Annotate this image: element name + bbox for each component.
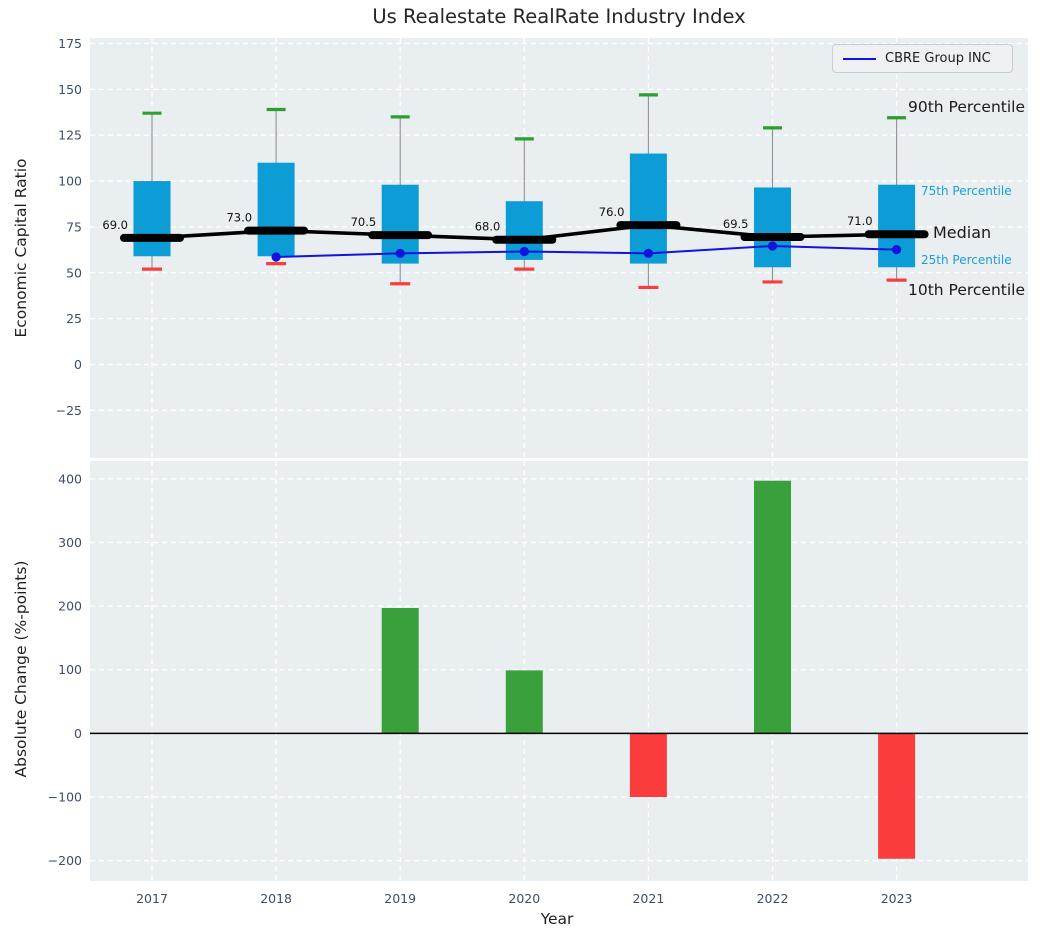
legend-line-sample: [843, 57, 876, 60]
median-value-label: 76.0: [599, 205, 625, 219]
y-tick-label: 125: [58, 128, 82, 143]
x-tick-label: 2018: [260, 891, 292, 906]
y-tick-label: 300: [58, 535, 82, 550]
company-point: [892, 245, 902, 255]
y-tick-label: 25: [66, 311, 82, 326]
legend: CBRE Group INC: [832, 44, 1013, 73]
x-tick-label: 2019: [384, 891, 416, 906]
x-tick-label: 2023: [881, 891, 913, 906]
median-value-label: 70.5: [351, 215, 377, 229]
y-tick-label: 0: [74, 357, 82, 372]
median-value-label: 71.0: [847, 214, 873, 228]
company-line: [276, 244, 897, 258]
median-value-label: 73.0: [226, 211, 252, 225]
y-tick-label: 175: [58, 36, 82, 51]
y-tick-label: 150: [58, 82, 82, 97]
y-tick-label: 0: [74, 726, 82, 741]
company-point: [643, 248, 654, 258]
annotation-median: Median: [933, 223, 992, 242]
top-y-axis-label: Economic Capital Ratio: [12, 158, 30, 338]
change-bar-positive: [505, 670, 543, 734]
annotation-90th-percentile: 90th Percentile: [908, 98, 1026, 116]
company-point: [767, 241, 778, 251]
panel-background: [90, 461, 1028, 881]
company-point: [271, 252, 281, 262]
x-tick-label: 2022: [757, 891, 789, 906]
top-panel: 175 150 125 100 75 50 25 0 −25 69.0 73.0 70.5 68.0 76…: [56, 36, 1028, 458]
y-tick-label: 400: [58, 471, 82, 486]
y-tick-label: 75: [66, 219, 82, 234]
median-value-label: 69.0: [102, 218, 128, 232]
y-tick-label: 200: [58, 599, 82, 614]
x-tick-label: 2020: [508, 891, 540, 906]
box-iqr: [878, 184, 916, 268]
y-tick-label: 50: [66, 265, 82, 280]
y-tick-label: −200: [48, 853, 82, 868]
chart-title: Us Realestate RealRate Industry Index: [372, 5, 746, 28]
annotation-10th-percentile: 10th Percentile: [908, 281, 1026, 299]
box-iqr: [629, 153, 667, 264]
x-tick-label: 2017: [136, 891, 168, 906]
change-bar-negative: [878, 733, 916, 859]
company-point: [519, 246, 529, 257]
bottom-panel: 400 300 200 100 0 −100 −200 2017 2018 2019 2020 202…: [48, 461, 1028, 906]
y-tick-label: 100: [58, 662, 82, 677]
change-bar-positive: [754, 480, 791, 734]
median-value-label: 69.5: [723, 217, 749, 231]
annotation-25th-percentile: 25th Percentile: [921, 253, 1012, 267]
x-tick-label: 2021: [632, 891, 664, 906]
change-bar-negative: [629, 733, 667, 797]
company-point: [395, 248, 405, 258]
y-tick-label: −25: [56, 403, 82, 418]
box-iqr: [257, 162, 295, 257]
box-iqr: [133, 181, 171, 257]
bottom-y-axis-label: Absolute Change (%-points): [12, 560, 30, 778]
y-tick-label: 100: [58, 174, 82, 189]
x-axis-label: Year: [540, 910, 574, 928]
annotation-75th-percentile: 75th Percentile: [921, 184, 1012, 198]
legend-label: CBRE Group INC: [885, 51, 991, 66]
box-iqr: [754, 187, 791, 268]
change-bar-positive: [381, 608, 419, 734]
median-value-label: 68.0: [475, 220, 501, 234]
y-tick-label: −100: [48, 790, 82, 805]
